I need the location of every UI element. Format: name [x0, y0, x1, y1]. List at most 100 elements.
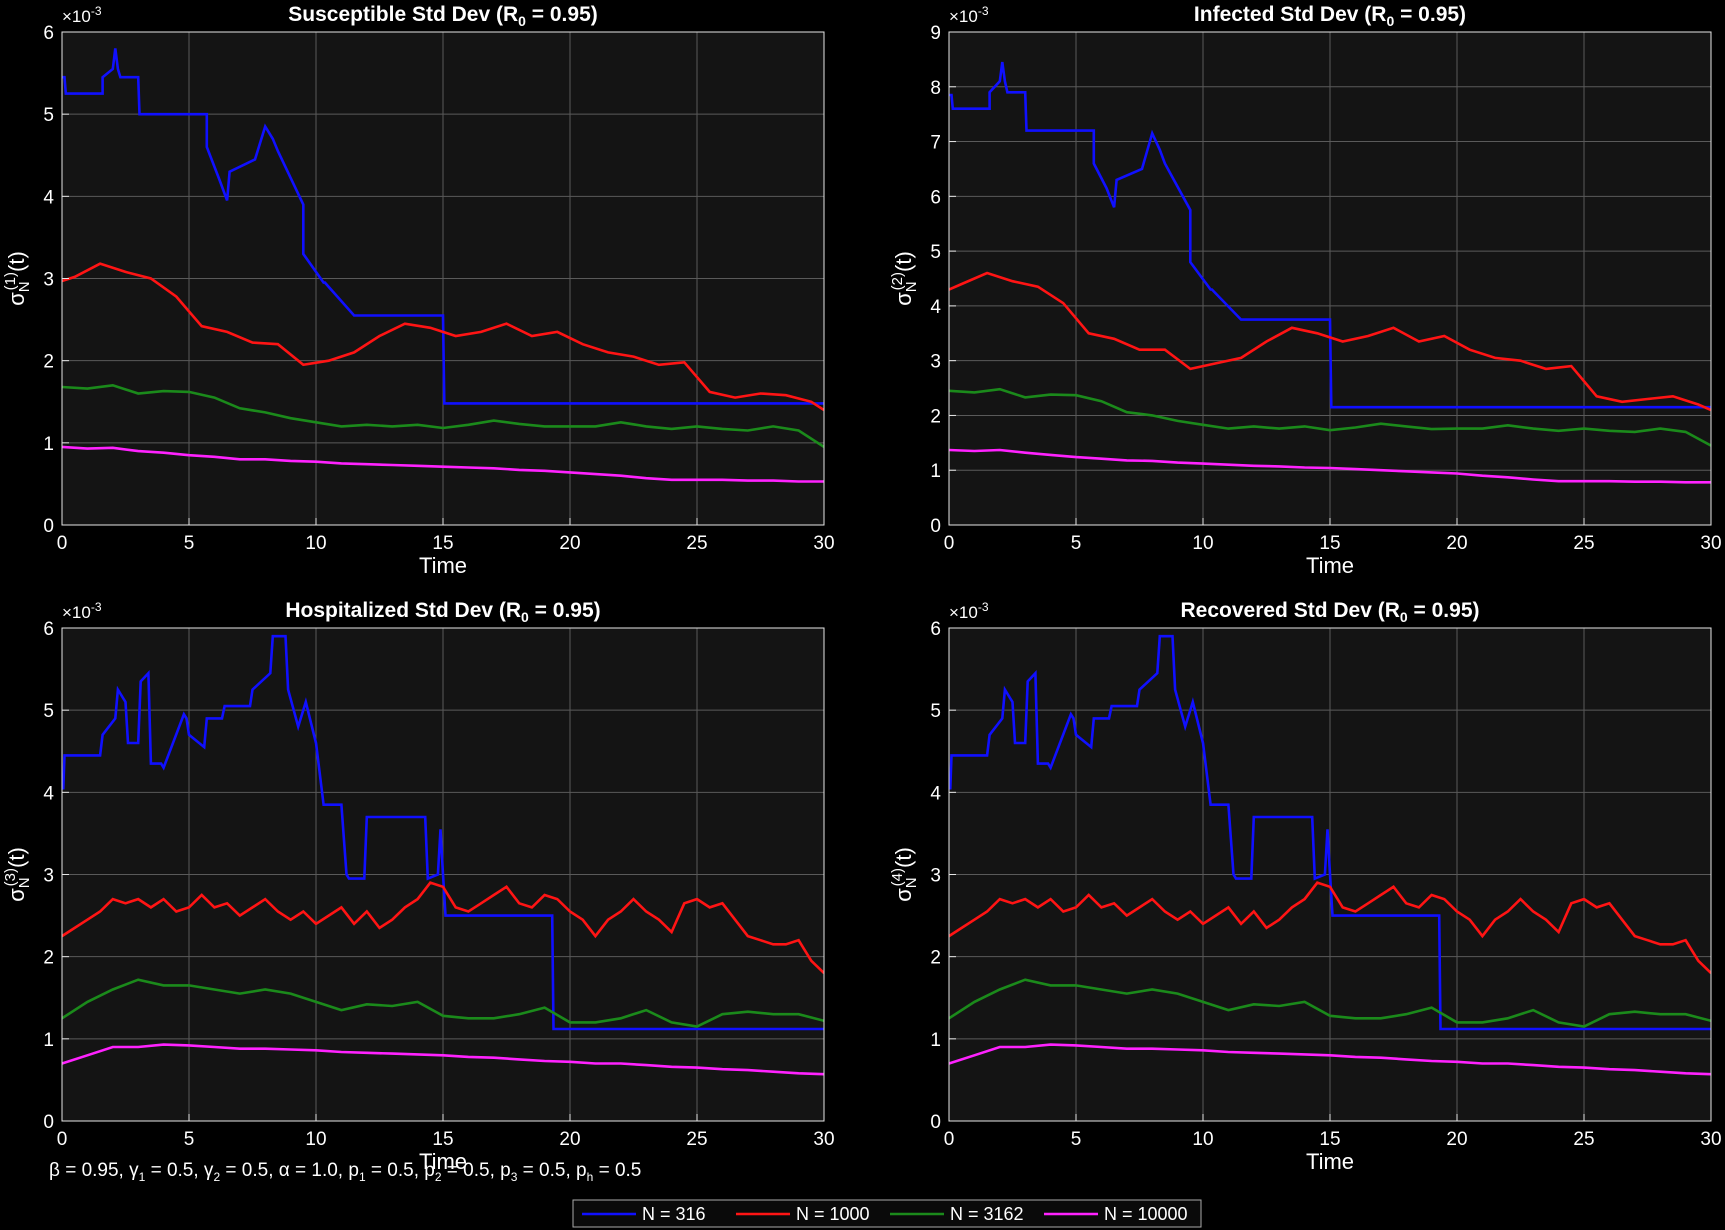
y-tick-label: 1 — [43, 434, 54, 455]
series-line-4 — [62, 1043, 824, 1076]
y-tick-label: 4 — [43, 783, 54, 804]
y-tick-label: 1 — [43, 1030, 54, 1051]
y-tick-label: 2 — [43, 352, 54, 373]
x-tick-label: 5 — [1071, 1129, 1082, 1150]
x-tick-label: 10 — [1192, 533, 1213, 554]
y-tick-label: 8 — [930, 78, 941, 99]
series-line-1 — [62, 634, 824, 1031]
series-line-3 — [62, 383, 824, 448]
x-tick-label: 15 — [432, 533, 453, 554]
x-tick-label: 5 — [1071, 533, 1082, 554]
legend-label-4: N = 10000 — [1104, 1204, 1188, 1224]
y-tick-label: 4 — [930, 783, 941, 804]
y-axis-label: σN(2)(t) — [889, 251, 920, 306]
subplot-4: 0 5 10 15 20 25 30 0 1 2 3 4 5 6 ×10-3 Recovered Std De… — [889, 599, 1722, 1174]
y-exponent-label: ×10-3 — [949, 4, 989, 26]
x-tick-label: 5 — [184, 533, 195, 554]
x-tick-label: 15 — [1319, 533, 1340, 554]
y-tick-label: 0 — [930, 516, 941, 537]
parameter-footer: β = 0.95, γ1 = 0.5, γ2 = 0.5, α = 1.0, p… — [49, 1160, 641, 1184]
y-axis-label: σN(1)(t) — [2, 251, 33, 306]
y-tick-label: 3 — [930, 866, 941, 887]
subplot-title: Susceptible Std Dev (R0 = 0.95) — [288, 3, 598, 29]
y-tick-label: 6 — [930, 187, 941, 208]
x-tick-label: 5 — [184, 1129, 195, 1150]
y-tick-label: 1 — [930, 461, 941, 482]
x-tick-label: 25 — [1573, 1129, 1594, 1150]
y-tick-label: 7 — [930, 133, 941, 154]
x-axis-label: Time — [1306, 1149, 1354, 1174]
x-tick-label: 20 — [1446, 1129, 1467, 1150]
legend-label-2: N = 1000 — [796, 1204, 870, 1224]
series-line-2 — [62, 262, 824, 412]
x-tick-label: 30 — [813, 533, 834, 554]
x-axis-label: Time — [419, 1149, 467, 1174]
series-line-3 — [62, 978, 824, 1028]
y-tick-label: 1 — [930, 1030, 941, 1051]
x-axis-label: Time — [419, 553, 467, 578]
y-tick-label: 3 — [43, 866, 54, 887]
subplot-title: Infected Std Dev (R0 = 0.95) — [1194, 3, 1466, 29]
y-exponent-label: ×10-3 — [949, 600, 989, 622]
x-tick-label: 10 — [305, 1129, 326, 1150]
y-exponent-label: ×10-3 — [62, 4, 102, 26]
y-tick-label: 4 — [930, 297, 941, 318]
y-tick-label: 9 — [930, 23, 941, 44]
legend-label-1: N = 316 — [642, 1204, 706, 1224]
y-tick-label: 4 — [43, 187, 54, 208]
series-line-4 — [62, 445, 824, 483]
series-line-1 — [949, 61, 1711, 409]
legend: N = 316 N = 1000 N = 3162 N = 10000 — [572, 1199, 1202, 1228]
x-tick-label: 15 — [1319, 1129, 1340, 1150]
subplot-2: 0 5 10 15 20 25 30 0 1 2 3 4 5 6 7 8 9 ×10-3 Infected Std … — [889, 3, 1722, 578]
y-axis-label: σN(4)(t) — [889, 847, 920, 902]
series-line-2 — [62, 881, 824, 975]
x-tick-label: 10 — [1192, 1129, 1213, 1150]
x-tick-label: 0 — [57, 533, 68, 554]
y-tick-label: 6 — [930, 619, 941, 640]
y-tick-label: 3 — [43, 270, 54, 291]
y-tick-label: 5 — [43, 701, 54, 722]
x-tick-label: 20 — [1446, 533, 1467, 554]
x-tick-label: 25 — [686, 533, 707, 554]
x-tick-label: 30 — [1700, 1129, 1721, 1150]
series-line-1 — [949, 634, 1711, 1031]
series-line-1 — [62, 48, 824, 405]
y-tick-label: 2 — [43, 948, 54, 969]
x-tick-label: 30 — [813, 1129, 834, 1150]
x-tick-label: 25 — [1573, 533, 1594, 554]
subplot-3: 0 5 10 15 20 25 30 0 1 2 3 4 5 6 ×10-3 Hospitalized Std… — [2, 599, 835, 1174]
y-tick-label: 0 — [930, 1112, 941, 1133]
series-line-2 — [949, 881, 1711, 975]
subplot-1: 0 5 10 15 20 25 30 0 1 2 3 4 5 6 ×10-3 Susceptible Std … — [2, 3, 835, 578]
y-tick-label: 5 — [930, 242, 941, 263]
x-tick-label: 25 — [686, 1129, 707, 1150]
x-tick-label: 0 — [944, 533, 955, 554]
y-tick-label: 0 — [43, 516, 54, 537]
y-tick-label: 5 — [930, 701, 941, 722]
x-tick-label: 10 — [305, 533, 326, 554]
x-tick-label: 30 — [1700, 533, 1721, 554]
x-axis-label: Time — [1306, 553, 1354, 578]
x-tick-label: 20 — [559, 533, 580, 554]
x-tick-label: 20 — [559, 1129, 580, 1150]
y-axis-label: σN(3)(t) — [2, 847, 33, 902]
y-exponent-label: ×10-3 — [62, 600, 102, 622]
y-tick-label: 0 — [43, 1112, 54, 1133]
series-line-3 — [949, 978, 1711, 1028]
series-line-4 — [949, 1043, 1711, 1076]
y-tick-label: 5 — [43, 105, 54, 126]
x-tick-label: 0 — [944, 1129, 955, 1150]
legend-label-3: N = 3162 — [950, 1204, 1024, 1224]
x-tick-label: 0 — [57, 1129, 68, 1150]
series-line-2 — [949, 271, 1711, 412]
y-tick-label: 2 — [930, 948, 941, 969]
x-tick-label: 15 — [432, 1129, 453, 1150]
y-tick-label: 6 — [43, 619, 54, 640]
series-line-4 — [949, 448, 1711, 484]
y-tick-label: 2 — [930, 406, 941, 427]
subplot-title: Recovered Std Dev (R0 = 0.95) — [1180, 599, 1479, 625]
y-tick-label: 3 — [930, 352, 941, 373]
